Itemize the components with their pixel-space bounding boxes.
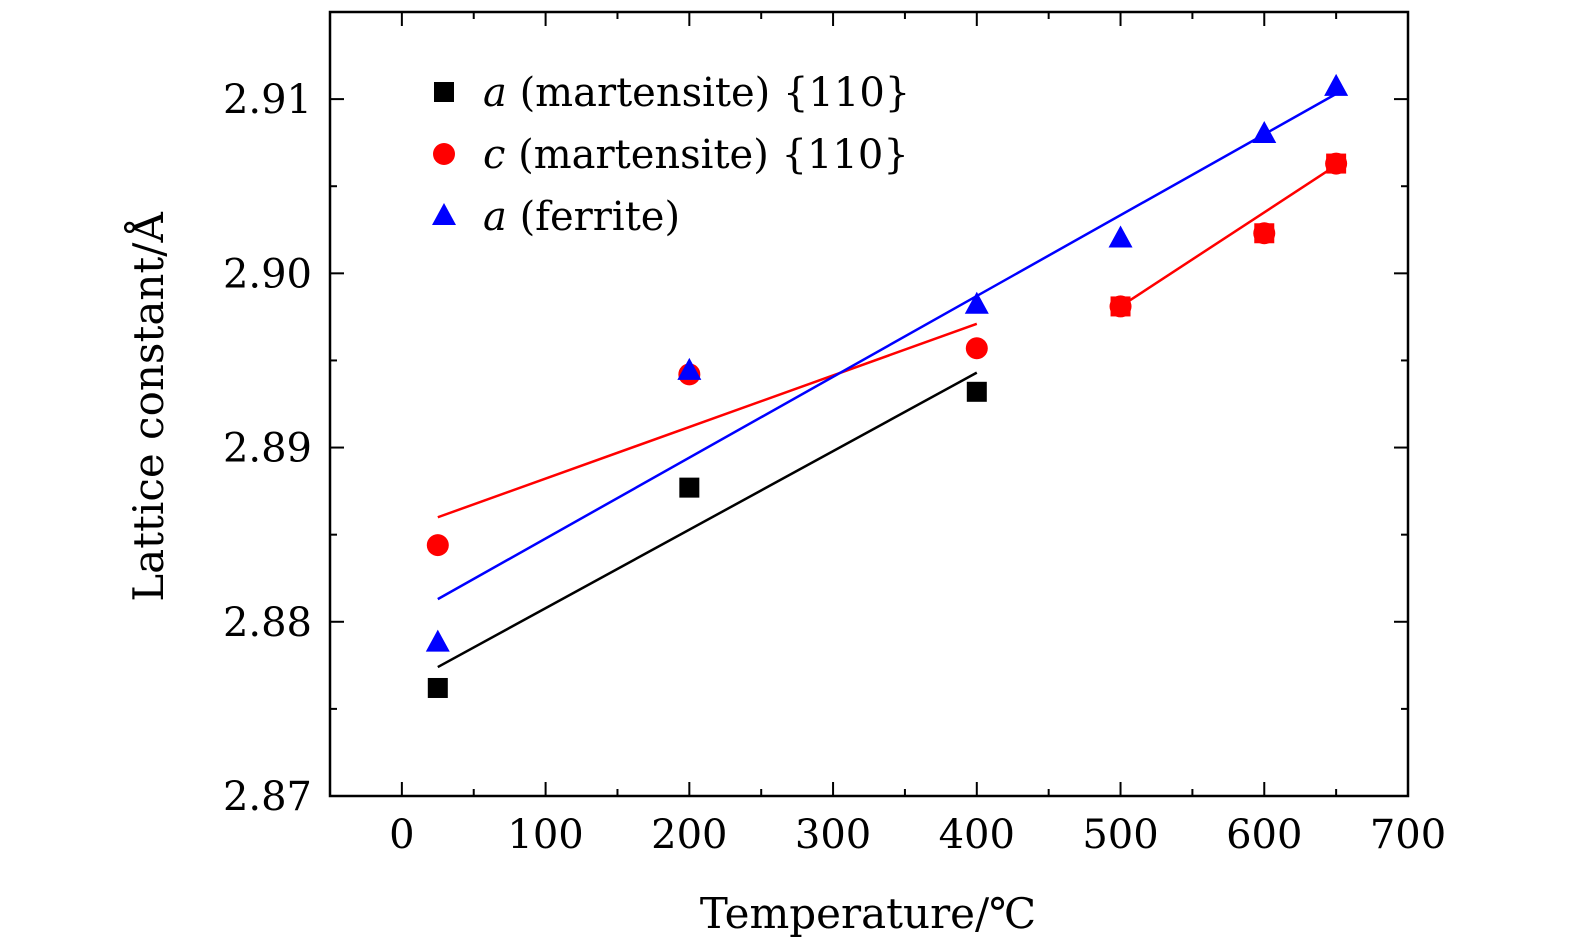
legend-marker-0 <box>434 82 454 102</box>
x-tick-label: 600 <box>1226 812 1302 858</box>
legend-label-1: c (martensite) {110} <box>483 132 909 178</box>
data-point-overlay <box>1326 153 1347 174</box>
y-tick-label: 2.87 <box>223 774 312 820</box>
data-point-series-0 <box>427 677 448 698</box>
legend-label-2: a (ferrite) <box>483 194 680 240</box>
data-point-overlay <box>1254 223 1275 244</box>
legend-label-0: a (martensite) {110} <box>483 70 910 116</box>
legend: a (martensite) {110} c (martensite) {110}… <box>432 70 910 240</box>
data-point-series-0 <box>679 477 700 498</box>
data-point-overlay <box>1110 296 1131 317</box>
y-tick-label: 2.91 <box>223 77 312 123</box>
plot-frame <box>328 10 1410 798</box>
x-tick-label: 500 <box>1082 812 1158 858</box>
data-point-series-0 <box>966 381 987 402</box>
data-point-series-1 <box>426 534 449 557</box>
fit-line-series-0 <box>437 371 978 669</box>
fit-line-series-1 <box>1119 164 1337 308</box>
data-markers <box>425 73 1349 698</box>
x-tick-label: 300 <box>795 812 871 858</box>
x-axis: 0 100 200 300 400 500 600 700 <box>389 12 1446 858</box>
x-tick-label: 200 <box>651 812 727 858</box>
y-tick-label: 2.89 <box>223 426 312 472</box>
data-point-series-2 <box>1108 225 1133 248</box>
y-axis: 2.87 2.88 2.89 2.90 2.91 <box>223 11 1408 820</box>
x-tick-label: 700 <box>1370 812 1446 858</box>
x-tick-label: 400 <box>939 812 1015 858</box>
x-tick-label: 0 <box>389 812 414 858</box>
data-point-series-2 <box>964 291 989 314</box>
data-point-series-2 <box>425 629 450 652</box>
y-tick-label: 2.90 <box>223 251 312 297</box>
x-tick-label: 100 <box>507 812 583 858</box>
legend-marker-2 <box>432 203 456 225</box>
fit-line-series-2 <box>437 92 1337 601</box>
fit-line-series-1 <box>437 322 978 519</box>
legend-marker-1 <box>433 143 455 165</box>
data-point-series-2 <box>1252 120 1277 143</box>
y-tick-label: 2.88 <box>223 600 312 646</box>
data-point-series-1 <box>965 337 988 360</box>
y-axis-title: Lattice constant/Å <box>123 212 173 602</box>
x-axis-title: Temperature/℃ <box>700 889 1036 938</box>
data-point-series-2 <box>677 357 702 380</box>
fit-lines <box>437 92 1337 669</box>
plot-border <box>328 10 1410 798</box>
data-point-series-2 <box>1324 73 1349 96</box>
